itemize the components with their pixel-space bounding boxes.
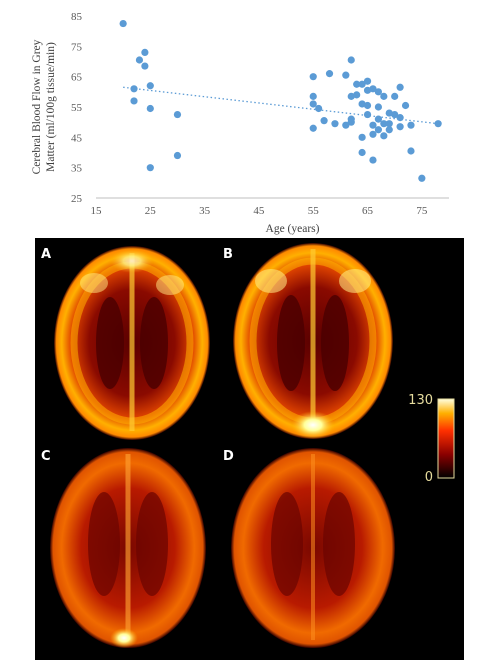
data-point	[347, 56, 355, 64]
brain-slice-b	[233, 243, 393, 439]
data-point	[309, 73, 317, 81]
panel-label-a: A	[41, 247, 51, 262]
data-point	[146, 104, 154, 113]
y-tick-label: 75	[71, 41, 83, 53]
x-tick-label: 65	[362, 205, 374, 217]
data-point	[385, 126, 393, 134]
data-point	[130, 85, 138, 93]
panel-label-b: B	[223, 247, 233, 262]
data-point	[380, 132, 388, 140]
x-tick-label: 55	[308, 205, 320, 217]
y-tick-label: 45	[71, 132, 83, 144]
x-tick-label: 15	[91, 205, 103, 217]
data-point	[342, 71, 350, 79]
data-point	[119, 19, 127, 28]
data-point	[363, 110, 372, 119]
scatter-plot-area: 15 25 35 45 55 65 75 25 35 45 55 65 75 85 Age (years…	[31, 11, 449, 235]
x-tick-label: 35	[199, 205, 211, 217]
data-point	[173, 151, 182, 160]
data-point	[418, 174, 426, 182]
data-point	[369, 85, 377, 93]
data-point	[146, 82, 154, 90]
x-tick-label: 45	[253, 205, 265, 217]
data-point	[396, 123, 404, 131]
y-tick-label: 65	[71, 72, 83, 84]
data-point	[401, 101, 410, 110]
data-point	[320, 117, 328, 125]
data-point	[363, 86, 372, 94]
data-point	[374, 126, 382, 134]
data-point	[358, 80, 366, 88]
y-tick-label: 55	[71, 102, 83, 114]
panel-label-c: C	[41, 449, 51, 464]
data-point	[325, 70, 334, 78]
y-tick-label: 35	[71, 163, 83, 175]
data-point	[369, 156, 377, 164]
data-point	[358, 133, 366, 141]
data-point	[380, 92, 388, 100]
data-point	[380, 120, 388, 128]
panel-label-d: D	[223, 449, 234, 464]
data-point	[141, 62, 149, 70]
colorbar: 130 0	[408, 393, 455, 485]
data-point	[347, 92, 355, 100]
data-point	[369, 130, 377, 138]
data-point	[374, 103, 382, 111]
data-point	[374, 115, 382, 123]
brain-slice-c	[50, 448, 206, 648]
scatter-chart: 15 25 35 45 55 65 75 25 35 45 55 65 75 85 Age (years…	[0, 0, 480, 240]
data-point	[363, 101, 372, 110]
data-point	[391, 92, 399, 100]
data-point	[309, 92, 317, 100]
y-tick-label: 25	[71, 193, 83, 205]
data-point	[135, 56, 144, 64]
x-tick-label: 75	[416, 205, 428, 217]
data-point	[309, 124, 317, 132]
y-axis-title-line-2: Matter (ml/100g tissue/min)	[45, 42, 57, 172]
data-point	[396, 114, 404, 122]
data-point	[363, 77, 372, 85]
data-point	[391, 110, 399, 119]
data-point	[353, 80, 361, 88]
data-point	[358, 100, 366, 108]
data-point	[130, 97, 138, 105]
y-axis-title: Cerebral Blood Flow in Grey Matter (ml/1…	[31, 39, 57, 174]
data-point	[396, 83, 404, 91]
data-point	[358, 148, 366, 157]
y-tick-label: 85	[71, 11, 83, 23]
data-point	[315, 104, 323, 113]
brain-slice-a	[54, 246, 210, 440]
data-point	[385, 120, 393, 128]
data-point	[374, 88, 382, 96]
x-axis-title: Age (years)	[266, 223, 320, 235]
data-point	[407, 147, 415, 155]
data-point	[309, 100, 317, 108]
data-point	[347, 118, 355, 126]
trend-line	[123, 86, 439, 125]
data-point	[146, 164, 154, 172]
data-point	[353, 91, 361, 99]
data-point	[141, 48, 149, 57]
data-point	[407, 121, 415, 129]
colorbar-min-label: 0	[425, 470, 433, 485]
brain-perfusion-maps: A B C D 130 0	[35, 238, 464, 660]
data-point	[173, 110, 182, 119]
x-tick-label: 25	[145, 205, 157, 217]
brain-slice-d	[231, 448, 395, 648]
data-point	[342, 121, 350, 129]
data-point	[331, 120, 339, 128]
y-axis-title-line-1: Cerebral Blood Flow in Grey	[31, 39, 43, 174]
colorbar-max-label: 130	[408, 393, 433, 408]
data-point	[369, 121, 377, 129]
data-point	[434, 120, 442, 128]
data-point	[385, 109, 393, 117]
